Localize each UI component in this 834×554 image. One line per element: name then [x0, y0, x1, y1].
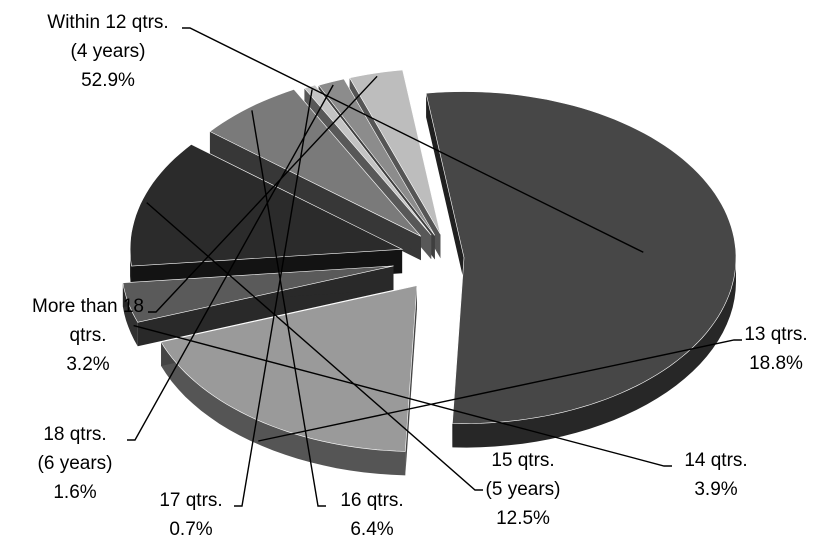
- slice-label-1: 13 qtrs. 18.8%: [744, 324, 807, 374]
- slice-label-0: Within 12 qtrs. (4 years) 52.9%: [47, 12, 168, 91]
- leader-line-0: [182, 27, 644, 253]
- slice-name-3-1: (5 years): [486, 479, 561, 500]
- leader-line-5: [234, 89, 313, 507]
- leader-line-1: [258, 339, 742, 442]
- slice-value-1: 18.8%: [749, 353, 803, 374]
- slice-value-4: 6.4%: [350, 519, 393, 540]
- slice-cut-1-0: [405, 285, 417, 476]
- slice-name-0-0: Within 12 qtrs.: [47, 12, 168, 33]
- slice-name-0-1: (4 years): [71, 41, 146, 62]
- slice-value-5: 0.7%: [169, 519, 212, 540]
- slice-cut-0-0: [426, 93, 464, 282]
- pie-slice-4: [209, 89, 422, 237]
- leader-lines: [127, 27, 742, 507]
- slice-value-6: 1.6%: [53, 482, 96, 503]
- slice-name-6-0: 18 qtrs.: [43, 424, 106, 445]
- leader-line-2: [133, 324, 672, 467]
- slice-side-1: [161, 342, 406, 476]
- slice-value-2: 3.9%: [694, 479, 737, 500]
- slice-name-5-0: 17 qtrs.: [159, 490, 222, 511]
- slice-value-3: 12.5%: [496, 508, 550, 529]
- leader-line-4: [251, 110, 326, 507]
- slice-label-3: 15 qtrs. (5 years) 12.5%: [486, 450, 561, 529]
- pie-slice-6: [318, 78, 436, 236]
- slice-value-0: 52.9%: [81, 70, 135, 91]
- slice-name-7-1: qtrs.: [70, 325, 107, 346]
- slice-name-4-0: 16 qtrs.: [340, 490, 403, 511]
- pie-slice-0: [425, 91, 737, 424]
- slice-name-1-0: 13 qtrs.: [744, 324, 807, 345]
- slice-side-0: [452, 257, 736, 448]
- pie-slice-7: [349, 69, 441, 235]
- slice-label-5: 17 qtrs. 0.7%: [159, 490, 222, 540]
- leader-line-3: [146, 202, 483, 491]
- data-labels: Within 12 qtrs. (4 years) 52.9% 13 qtrs. 18.…: [32, 12, 808, 540]
- pie-slice-2: [122, 265, 394, 323]
- slice-label-4: 16 qtrs. 6.4%: [340, 490, 403, 540]
- slice-name-6-1: (6 years): [38, 453, 113, 474]
- slice-cut-4-0: [209, 131, 421, 261]
- slice-label-2: 14 qtrs. 3.9%: [684, 450, 747, 500]
- slice-label-6: 18 qtrs. (6 years) 1.6%: [38, 424, 113, 503]
- leader-line-6: [127, 84, 334, 441]
- slice-value-7: 3.2%: [66, 354, 109, 375]
- pie-slices: [122, 69, 737, 452]
- leader-line-7: [148, 75, 378, 313]
- slice-name-3-0: 15 qtrs.: [491, 450, 554, 471]
- slice-name-2-0: 14 qtrs.: [684, 450, 747, 471]
- slice-label-7: More than 18 qtrs. 3.2%: [32, 296, 144, 375]
- slice-name-7-0: More than 18: [32, 296, 144, 317]
